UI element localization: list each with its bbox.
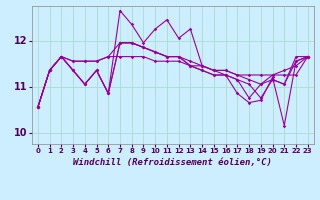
X-axis label: Windchill (Refroidissement éolien,°C): Windchill (Refroidissement éolien,°C) — [73, 158, 272, 167]
